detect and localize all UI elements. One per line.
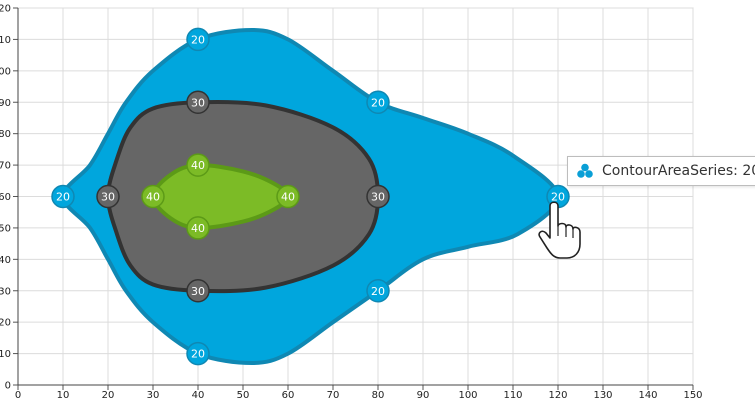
y-tick-label: 60: [0, 192, 11, 203]
contour-marker: 30: [366, 184, 390, 209]
contour-areas: [61, 28, 560, 365]
x-tick-label: 150: [683, 390, 702, 400]
contour-marker: 30: [186, 90, 210, 114]
contour-marker-dot: [186, 216, 210, 240]
tooltip-text: ContourAreaSeries: 20: [602, 163, 755, 179]
contour-marker-dot: [186, 27, 210, 52]
contour-marker-label: 30: [191, 285, 205, 298]
contour-marker: 40: [141, 184, 165, 209]
contour-marker: 30: [186, 279, 210, 303]
contour-marker-dot: [96, 184, 120, 209]
contour-marker-label: 20: [191, 33, 205, 46]
contour-marker-dot: [141, 184, 165, 209]
x-tick-label: 120: [548, 390, 567, 400]
contour-marker: 30: [96, 184, 120, 209]
contour-series-icon: [577, 163, 593, 178]
contour-marker-label: 40: [191, 222, 205, 235]
contour-marker: 20: [186, 341, 210, 366]
contour-marker: 20: [366, 279, 390, 303]
y-tick-label: 80: [0, 129, 11, 140]
hand-pointer-icon: [538, 201, 581, 259]
contour-marker: 40: [276, 184, 300, 209]
contour-marker-label: 20: [56, 191, 70, 204]
contour-marker: 40: [186, 216, 210, 240]
y-tick-label: 20: [0, 318, 11, 329]
x-tick-label: 130: [593, 390, 612, 400]
y-tick-label: 10: [0, 349, 11, 360]
contour-marker-label: 20: [371, 96, 385, 109]
x-tick-label: 40: [192, 390, 205, 400]
contour-marker-dot: [186, 279, 210, 303]
contour-marker-dot: [276, 184, 300, 209]
y-tick-label: 40: [0, 255, 11, 266]
y-tick-label: 100: [0, 66, 11, 77]
contour-marker-dot: [186, 90, 210, 114]
contour-marker-label: 20: [551, 191, 565, 204]
contour-marker-label: 20: [371, 285, 385, 298]
contour-marker: 40: [186, 153, 210, 177]
contour-marker-dot: [186, 341, 210, 366]
contour-marker-label: 30: [101, 191, 115, 204]
contour-marker-label: 40: [191, 159, 205, 172]
contour-marker-dot: [366, 184, 390, 209]
y-tick-label: 90: [0, 98, 11, 109]
contour-marker-dot: [366, 279, 390, 303]
y-tick-label: 110: [0, 35, 11, 46]
series-tooltip: ContourAreaSeries: 20: [567, 156, 755, 186]
contour-marker-dot: [51, 184, 75, 209]
contour-marker-label: 30: [371, 191, 385, 204]
contour-marker-label: 30: [191, 96, 205, 109]
x-tick-label: 10: [57, 390, 70, 400]
contour-marker-dot: [366, 90, 390, 114]
contour-marker-label: 20: [191, 348, 205, 361]
x-tick-label: 30: [147, 390, 160, 400]
contour-marker-dot: [186, 153, 210, 177]
x-tick-label: 0: [15, 390, 21, 400]
x-tick-label: 100: [458, 390, 477, 400]
y-tick-label: 0: [5, 381, 11, 392]
contour-marker: 20: [186, 27, 210, 52]
y-tick-label: 30: [0, 286, 11, 297]
x-tick-label: 50: [237, 390, 250, 400]
x-tick-label: 20: [102, 390, 115, 400]
y-tick-label: 50: [0, 223, 11, 234]
contour-marker-label: 40: [146, 191, 160, 204]
x-tick-label: 60: [282, 390, 295, 400]
contour-markers: 20 20 20 20 20 20 30 30 30 30 40 40 40 40: [51, 27, 570, 366]
y-tick-label: 120: [0, 4, 11, 15]
x-tick-label: 90: [417, 390, 430, 400]
x-tick-label: 140: [638, 390, 657, 400]
contour-marker: 20: [51, 184, 75, 209]
axes: 0 10 20 30 40 50 60 70 80 90 100 110 120 130 140 150 0 10…: [0, 4, 703, 400]
contour-marker-label: 40: [281, 191, 295, 204]
y-tick-label: 70: [0, 161, 11, 172]
contour-marker: 20: [366, 90, 390, 114]
x-tick-label: 80: [372, 390, 385, 400]
x-tick-label: 110: [503, 390, 522, 400]
x-tick-label: 70: [327, 390, 340, 400]
